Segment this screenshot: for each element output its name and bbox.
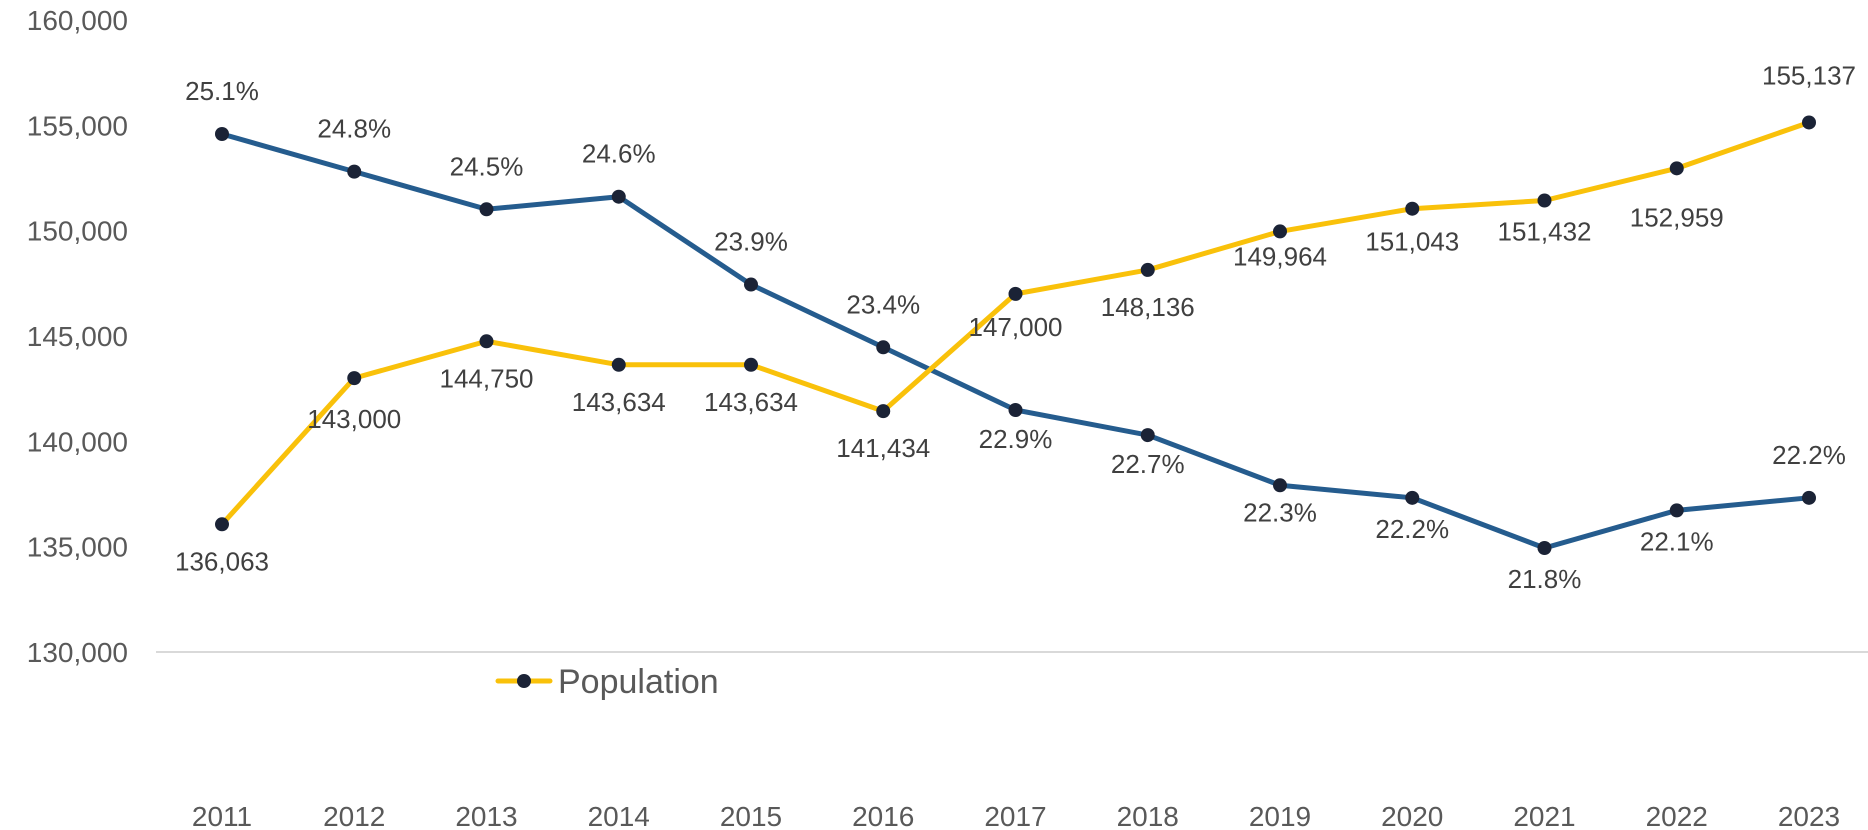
y-tick-label: 160,000 xyxy=(27,5,128,36)
percentage-data-label: 21.8% xyxy=(1508,564,1582,594)
y-tick-label: 135,000 xyxy=(27,532,128,563)
y-tick-label: 145,000 xyxy=(27,321,128,352)
population-marker xyxy=(876,404,891,419)
population-data-label: 147,000 xyxy=(969,312,1063,342)
population-data-label: 141,434 xyxy=(836,433,930,463)
x-tick-label: 2018 xyxy=(1117,801,1179,830)
percentage-data-label: 22.3% xyxy=(1243,497,1317,527)
percentage-marker xyxy=(611,189,626,204)
y-tick-label: 150,000 xyxy=(27,216,128,247)
percentage-data-label: 22.9% xyxy=(979,424,1053,454)
percentage-data-label: 24.5% xyxy=(450,151,524,181)
legend-label: Population xyxy=(558,663,719,701)
x-axis-tick-labels: 2011 2012 2013 2014 2015 2016 2017 2018 2019 2020… xyxy=(192,801,1840,830)
population-data-label: 144,750 xyxy=(440,363,534,393)
percentage-marker xyxy=(215,127,229,141)
x-tick-label: 2014 xyxy=(588,801,650,830)
percentage-data-label: 22.7% xyxy=(1111,449,1185,479)
percentage-marker xyxy=(1537,541,1552,555)
population-marker xyxy=(1273,224,1287,239)
percentage-marker xyxy=(479,202,494,217)
population-marker xyxy=(1802,115,1816,130)
data-labels: 25.1% 24.8% 24.5% 24.6% 23.9% 23.4% 22.9% 22.7%… xyxy=(175,60,1856,594)
population-data-label: 143,634 xyxy=(704,387,798,417)
population-marker xyxy=(479,334,494,349)
population-marker xyxy=(1405,201,1420,216)
population-marker xyxy=(215,517,229,532)
legend: Population xyxy=(495,663,719,701)
percentage-data-label: 22.1% xyxy=(1640,526,1714,556)
x-tick-label: 2021 xyxy=(1513,801,1575,830)
population-data-label: 143,634 xyxy=(572,387,666,417)
percentage-marker xyxy=(1140,428,1155,443)
legend-marker xyxy=(517,674,531,688)
x-tick-label: 2017 xyxy=(984,801,1046,830)
percentage-marker xyxy=(1669,503,1684,518)
percentage-marker xyxy=(876,340,891,355)
population-data-label: 151,432 xyxy=(1498,216,1592,246)
x-tick-label: 2013 xyxy=(455,801,517,830)
population-marker xyxy=(347,371,362,386)
percentage-marker xyxy=(1405,490,1420,505)
x-tick-label: 2012 xyxy=(323,801,385,830)
percentage-data-label: 23.4% xyxy=(846,289,920,319)
y-tick-label: 130,000 xyxy=(27,637,128,668)
percentage-data-label: 22.2% xyxy=(1772,440,1846,470)
population-data-label: 149,964 xyxy=(1233,241,1327,271)
population-data-label: 148,136 xyxy=(1101,292,1195,322)
x-tick-label: 2015 xyxy=(720,801,782,830)
percentage-data-label: 25.1% xyxy=(185,76,259,106)
percentage-marker xyxy=(744,277,758,292)
percentage-data-label: 24.8% xyxy=(317,114,391,144)
population-marker xyxy=(611,357,626,372)
percentage-marker xyxy=(1273,478,1287,493)
percentage-data-label: 22.2% xyxy=(1375,514,1449,544)
percentage-data-label: 23.9% xyxy=(714,227,788,257)
population-marker xyxy=(1669,161,1684,176)
population-marker xyxy=(1008,286,1023,301)
series-markers xyxy=(215,115,1816,555)
population-marker xyxy=(1537,193,1552,208)
population-data-label: 152,959 xyxy=(1630,202,1724,232)
population-marker xyxy=(744,357,758,372)
population-data-label: 143,000 xyxy=(307,404,401,434)
y-axis-tick-labels: 130,000 135,000 140,000 145,000 150,000 155,0… xyxy=(27,5,128,668)
x-tick-label: 2019 xyxy=(1249,801,1311,830)
x-tick-label: 2022 xyxy=(1646,801,1708,830)
y-tick-label: 140,000 xyxy=(27,426,128,457)
percentage-marker xyxy=(1802,490,1816,505)
x-tick-label: 2011 xyxy=(192,801,252,830)
x-tick-label: 2020 xyxy=(1381,801,1443,830)
population-marker xyxy=(1140,262,1155,277)
population-data-label: 151,043 xyxy=(1365,227,1459,257)
population-data-label: 136,063 xyxy=(175,546,269,576)
percentage-marker xyxy=(1008,403,1023,417)
percentage-data-label: 24.6% xyxy=(582,139,656,169)
percentage-marker xyxy=(347,164,362,179)
x-tick-label: 2023 xyxy=(1778,801,1840,830)
x-tick-label: 2016 xyxy=(852,801,914,830)
y-tick-label: 155,000 xyxy=(27,110,128,141)
population-data-label: 155,137 xyxy=(1762,60,1856,90)
